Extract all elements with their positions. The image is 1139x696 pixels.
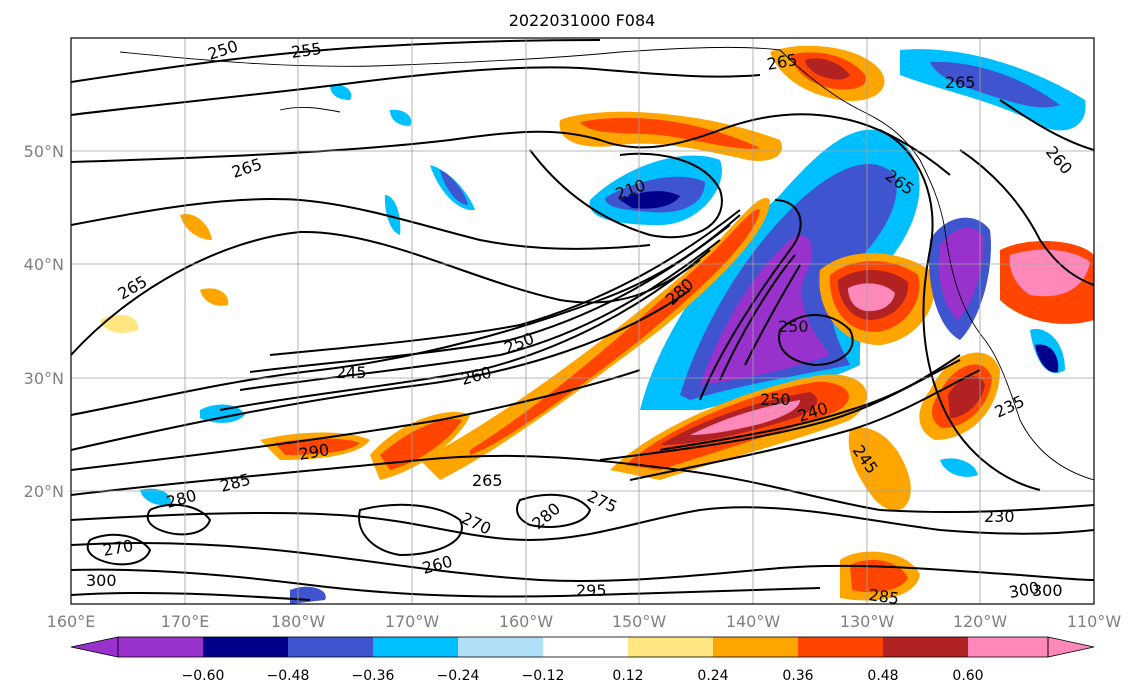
x-tick-label: 150°W (612, 612, 667, 631)
x-tick-label: 160°W (499, 612, 554, 631)
map-panel: 250 255 265 265 210 265 265 260 265 280 … (70, 36, 1095, 608)
colorbar-bin (628, 637, 713, 657)
contour-label: 285 (867, 585, 900, 608)
colorbar-label: −0.60 (182, 668, 225, 684)
contour-label: 300 (1032, 581, 1063, 600)
x-axis-ticks: 160°E 170°E 180°W 170°W 160°W 150°W 140°… (47, 612, 1122, 631)
x-tick-label: 180°W (271, 612, 326, 631)
colorbar-label: 0.12 (612, 668, 643, 684)
colorbar-label: −0.36 (352, 668, 395, 684)
coastline (119, 46, 1094, 481)
colorbar: −0.60 −0.48 −0.36 −0.24 −0.12 0.12 0.24 … (70, 636, 1095, 684)
colorbar-bin (118, 637, 203, 657)
colorbar-label: −0.12 (522, 668, 565, 684)
colorbar-bin (373, 637, 458, 657)
contour-label: 245 (336, 363, 367, 382)
colorbar-label: 0.60 (952, 668, 983, 684)
map-title: 2022031000 F084 (509, 11, 656, 30)
colorbar-label: −0.48 (267, 668, 310, 684)
x-tick-label: 110°W (1067, 612, 1122, 631)
colorbar-label: 0.24 (697, 668, 728, 684)
contour-label: 300 (86, 571, 117, 590)
contour-label: 255 (290, 39, 323, 62)
x-tick-label: 160°E (47, 612, 96, 631)
contour-label: 265 (472, 471, 503, 490)
x-tick-label: 140°W (726, 612, 781, 631)
x-tick-label: 120°W (953, 612, 1008, 631)
x-tick-label: 170°E (161, 612, 210, 631)
colorbar-high-extend (1047, 636, 1095, 658)
colorbar-label: −0.24 (437, 668, 480, 684)
contour-label: 250 (760, 390, 791, 409)
contour-label: 250 (778, 317, 809, 336)
colorbar-bin (203, 637, 288, 657)
colorbar-low-extend (70, 636, 119, 658)
colorbar-bin (968, 637, 1048, 657)
contour-label: 265 (945, 73, 976, 92)
x-tick-label: 130°W (840, 612, 895, 631)
y-axis-ticks: 20°N 30°N 40°N 50°N (24, 142, 64, 501)
gridlines (71, 38, 1094, 604)
colorbar-label: 0.36 (782, 668, 813, 684)
colorbar-bin (713, 637, 798, 657)
x-tick-label: 170°W (385, 612, 440, 631)
y-tick-label: 40°N (24, 255, 64, 274)
contour-label: 295 (576, 581, 607, 600)
colorbar-bin (798, 637, 883, 657)
colorbar-label: 0.48 (867, 668, 898, 684)
colorbar-bin (288, 637, 373, 657)
colorbar-bin (458, 637, 543, 657)
y-tick-label: 50°N (24, 142, 64, 161)
y-tick-label: 20°N (24, 482, 64, 501)
contour-label: 230 (984, 507, 1015, 526)
colorbar-bin (883, 637, 968, 657)
colorbar-bin (543, 637, 628, 657)
contour-lines (71, 39, 1094, 601)
y-tick-label: 30°N (24, 369, 64, 388)
